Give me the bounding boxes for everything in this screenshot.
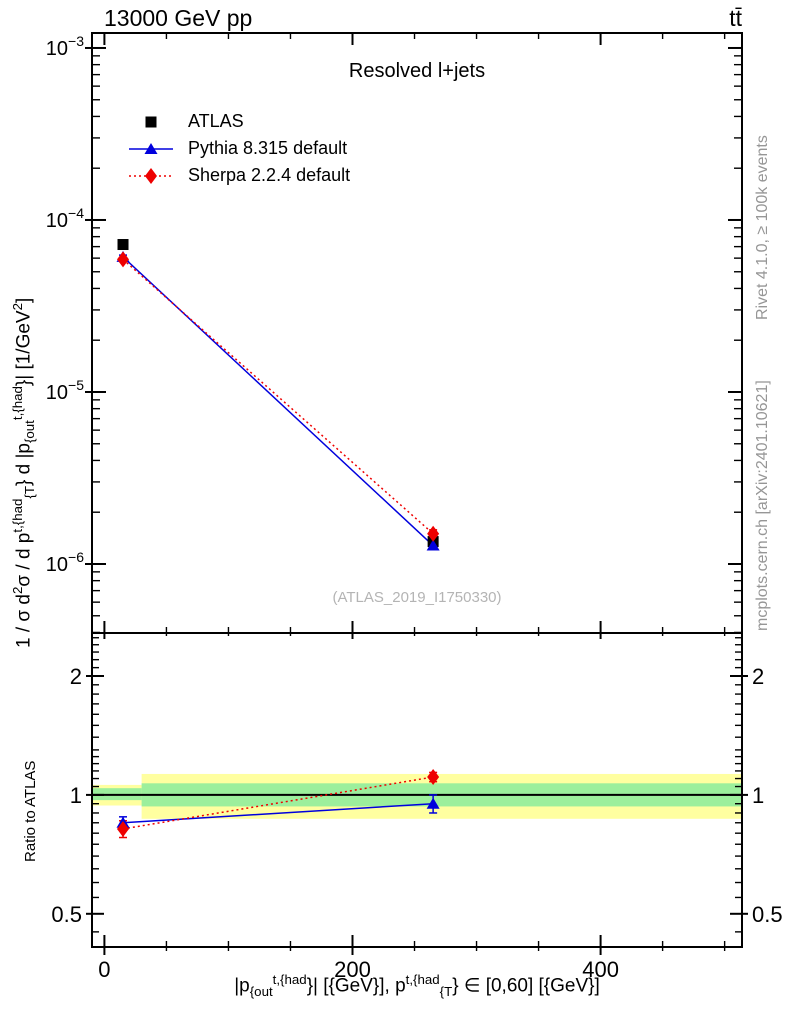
svg-text:10−5: 10−5 (46, 377, 84, 404)
svg-text:2: 2 (752, 664, 764, 689)
legend-item-pythia: Pythia 8.315 default (128, 135, 350, 162)
svg-text:10−4: 10−4 (46, 205, 84, 232)
mcplots-note: mcplots.cern.ch [arXiv:2401.10621] (754, 380, 771, 631)
svg-text:1: 1 (752, 783, 764, 808)
process-label: tt̄ (729, 5, 742, 31)
svg-text:400: 400 (582, 957, 619, 982)
svg-text:200: 200 (334, 957, 371, 982)
y-axis-label: 1 / σ d2σ / d pt,{had{T} d |p{outt,{had}… (10, 297, 38, 648)
panel-title: Resolved l+jets (348, 60, 486, 82)
legend-label: ATLAS (188, 111, 244, 131)
svg-text:2: 2 (70, 664, 82, 689)
beam-energy-label: 13000 GeV pp (104, 5, 253, 31)
analysis-id-watermark: (ATLAS_2019_I1750330) (332, 589, 502, 606)
x-axis-label: |p{outt,{had}| [{GeV}], pt,{had{T} ∈ [0,… (234, 972, 600, 1000)
svg-text:1: 1 (70, 783, 82, 808)
legend-label: Sherpa 2.2.4 default (188, 165, 351, 185)
pythia-marker-icon (129, 142, 173, 154)
svg-text:10−6: 10−6 (46, 549, 84, 576)
rivet-version-note: Rivet 4.1.0, ≥ 100k events (754, 135, 771, 320)
legend-item-atlas: ATLAS (128, 108, 350, 135)
atlas-marker-icon (145, 116, 157, 127)
svg-text:0: 0 (98, 957, 110, 982)
ratio-y-axis-label: Ratio to ATLAS (22, 760, 39, 862)
svg-text:10−3: 10−3 (46, 33, 84, 60)
svg-text:0.5: 0.5 (51, 902, 82, 927)
svg-text:0.5: 0.5 (752, 902, 783, 927)
legend-item-sherpa: Sherpa 2.2.4 default (128, 162, 350, 189)
legend-label: Pythia 8.315 default (188, 138, 348, 158)
legend: ATLAS Pythia 8.315 default Sherpa 2.2.4 … (128, 108, 350, 189)
sherpa-marker-icon (129, 167, 173, 184)
